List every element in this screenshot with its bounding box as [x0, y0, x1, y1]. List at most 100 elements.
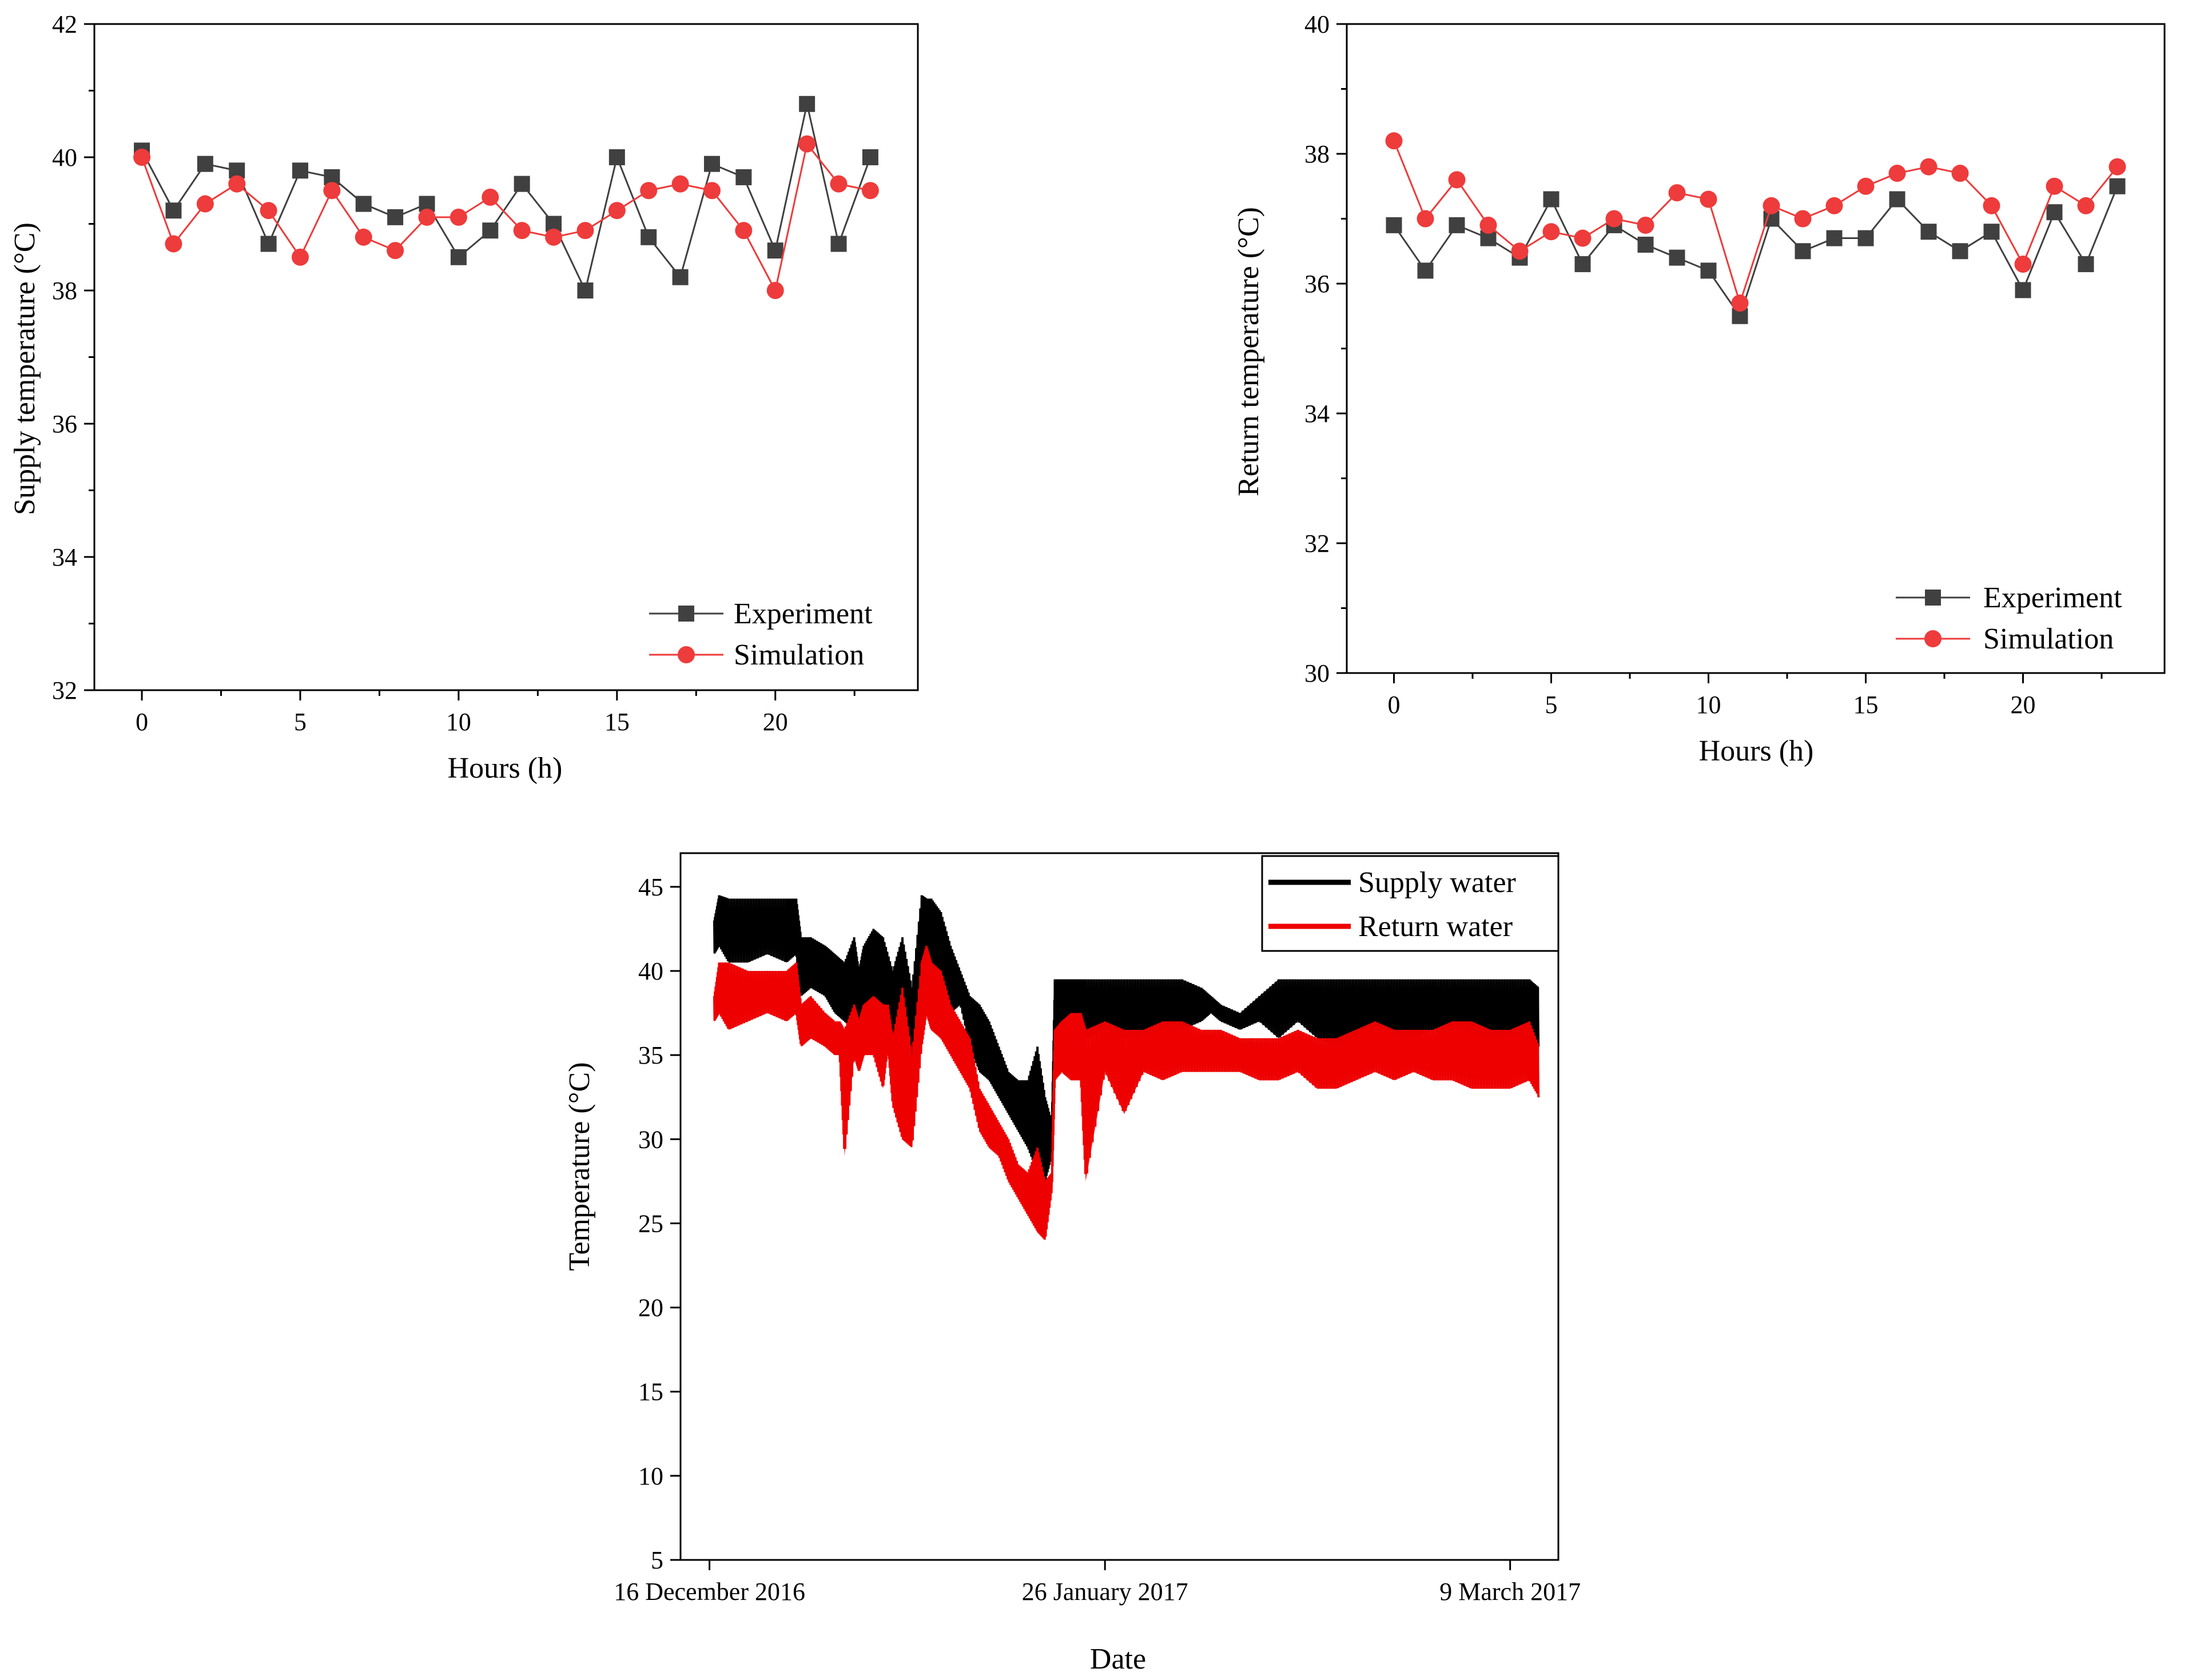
supply-simulation-point	[323, 182, 341, 200]
supply-simulation-point	[735, 222, 753, 240]
supply-xlabel: Hours (h)	[448, 752, 563, 785]
return-experiment-point	[1543, 191, 1560, 208]
supply-simulation-point	[545, 228, 563, 246]
return-experiment-point	[1386, 217, 1402, 233]
seasonal-ytick-label: 35	[638, 1041, 663, 1069]
return-simulation-point	[1542, 223, 1560, 241]
return-simulation-point	[1857, 177, 1875, 195]
supply-plot-frame	[93, 23, 919, 691]
return-simulation-point	[1417, 210, 1434, 228]
return-experiment-point	[1826, 230, 1843, 246]
return-ytick-label: 30	[1304, 659, 1330, 687]
return-xlabel: Hours (h)	[1699, 735, 1814, 767]
supply-experiment-point	[482, 222, 499, 239]
return-experiment-point	[1795, 243, 1811, 260]
supply-experiment-point	[197, 156, 213, 172]
supply-simulation-point	[260, 202, 277, 220]
return-simulation-point	[1700, 190, 1717, 208]
return-experiment-point	[1417, 262, 1434, 279]
seasonal-ytick-label: 10	[638, 1462, 663, 1490]
seasonal-ytick-label: 15	[638, 1378, 663, 1406]
return-simulation-point	[1731, 294, 1749, 312]
supply-experiment-point	[260, 236, 277, 252]
seasonal-supply-water-line	[713, 895, 1540, 1181]
supply-simulation-point	[608, 202, 626, 220]
return-ylabel: Return temperature (°C)	[1232, 207, 1265, 496]
supply-simulation-point	[418, 208, 436, 226]
supply-simulation-point	[196, 195, 214, 213]
supply-experiment-point	[799, 95, 815, 112]
return-simulation-point	[1983, 197, 2000, 214]
supply-ytick-label: 34	[52, 543, 77, 571]
seasonal-return-water-line	[713, 945, 1541, 1240]
supply-xtick-label: 20	[763, 708, 788, 736]
supply-simulation-point	[671, 175, 689, 193]
return-simulation-point	[2109, 158, 2126, 176]
return-experiment-point	[2109, 178, 2126, 194]
return-experiment-point	[1889, 191, 1905, 208]
supply-experiment-line	[141, 103, 872, 293]
return-simulation-point	[1951, 165, 1969, 182]
return-experiment-point	[1637, 236, 1654, 253]
supply-experiment-point	[387, 209, 404, 225]
supply-experiment-point	[165, 202, 182, 219]
supply-experiment-point	[608, 149, 625, 165]
supply-xtick-label: 5	[294, 708, 307, 736]
return-xtick-label: 20	[2011, 691, 2036, 719]
supply-simulation-point	[830, 175, 848, 193]
supply-experiment-point	[292, 162, 308, 179]
return-simulation-line	[1393, 140, 2118, 306]
seasonal-legend-box	[1261, 855, 1560, 952]
return-simulation-point	[2077, 197, 2095, 214]
seasonal-ytick-label: 5	[651, 1546, 663, 1574]
supply-experiment-point	[450, 249, 467, 265]
supply-simulation-point	[133, 149, 151, 166]
supply-simulation-point	[576, 222, 594, 240]
seasonal-xtick-label: 26 January 2017	[1022, 1578, 1188, 1606]
return-experiment-point	[1700, 262, 1717, 279]
return-experiment-point	[1669, 249, 1685, 266]
supply-experiment-point	[862, 149, 878, 165]
supply-simulation-point	[703, 182, 721, 200]
return-simulation-point	[1448, 171, 1466, 189]
supply-legend-experiment-label: Experiment	[734, 598, 873, 630]
supply-experiment-point	[514, 176, 530, 192]
seasonal-chart: Date Temperature (°C) 5 10 15 20 25 30 35 40 45 1…	[563, 852, 1581, 1675]
supply-legend: Experiment Simulation	[649, 598, 873, 671]
return-legend-experiment-marker	[1925, 590, 1941, 606]
return-simulation-point	[1920, 158, 1938, 176]
return-xtick-label: 15	[1853, 691, 1879, 719]
supply-simulation-point	[165, 235, 182, 253]
return-ytick-label: 32	[1304, 530, 1330, 558]
return-legend-simulation-label: Simulation	[1983, 623, 2114, 655]
return-simulation-point	[1385, 132, 1403, 150]
return-experiment-point	[1952, 243, 1968, 260]
supply-experiment-point	[830, 236, 847, 252]
supply-legend-simulation-marker	[678, 646, 695, 663]
return-experiment-point	[2046, 204, 2063, 221]
supply-chart: Hours (h) Supply temperature (°C) 32 34 36…	[9, 10, 919, 785]
supply-simulation-point	[798, 135, 816, 153]
supply-experiment-point	[767, 242, 783, 259]
seasonal-legend-return-label: Return water	[1358, 910, 1513, 943]
return-simulation-point	[1825, 197, 1843, 214]
supply-simulation-point	[355, 228, 372, 246]
supply-experiment-point	[672, 269, 689, 285]
supply-simulation-point	[513, 222, 531, 240]
supply-ylabel: Supply temperature (°C)	[9, 222, 41, 515]
return-experiment-point	[1920, 224, 1937, 240]
return-ytick-label: 36	[1304, 270, 1330, 298]
return-legend-simulation-marker	[1924, 630, 1942, 647]
seasonal-legend: Supply water Return water	[1261, 855, 1560, 952]
supply-ytick-label: 42	[52, 10, 77, 38]
supply-xtick-label: 15	[604, 708, 630, 736]
supply-simulation-point	[449, 208, 467, 226]
return-ytick-label: 40	[1304, 10, 1330, 38]
return-simulation-point	[1888, 165, 1906, 182]
return-experiment-point	[1983, 224, 2000, 240]
return-simulation-point	[1479, 216, 1497, 234]
seasonal-xtick-label: 9 March 2017	[1439, 1578, 1581, 1606]
seasonal-ylabel: Temperature (°C)	[563, 1062, 596, 1271]
supply-ytick-label: 38	[52, 277, 77, 305]
